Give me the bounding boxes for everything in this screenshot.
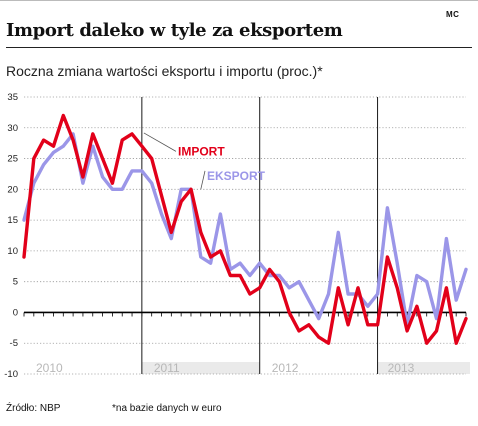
series-line-import [22,113,468,345]
y-tick-label: 20 [7,184,18,195]
publisher-logo: MC [446,10,460,19]
series-line-eksport [22,132,468,327]
import-series-label: IMPORT [178,144,225,158]
year-band-2013 [377,362,470,374]
chart-title: Import daleko w tyle za eksportem [6,20,343,41]
grid-layer [24,96,470,375]
year-label-2012: 2012 [272,361,299,375]
y-tick-label: 30 [7,123,18,134]
chart-subtitle: Roczna zmiana wartości eksportu i import… [6,63,323,79]
eksport-series-label: EKSPORT [207,169,266,183]
y-tick-label: 0 [13,307,18,318]
axes-layer [23,97,467,374]
year-band-2011 [141,362,260,374]
year-label-2013: 2013 [388,361,415,375]
source-note: Źródło: NBP [6,403,61,414]
y-tick-label: 5 [13,277,18,288]
label-layer: 35 30 25 20 15 10 5 0 -5 -10 2010 2011 2012 2013 IMPOR… [4,92,414,380]
import-leader-line [143,132,177,152]
year-label-2011: 2011 [154,361,180,375]
footnote: *na bazie danych w euro [112,403,222,414]
y-tick-label: 25 [7,154,18,165]
eksport-leader-line [200,170,206,190]
y-tick-label: -10 [4,369,18,380]
title-underline [6,47,472,48]
y-tick-label: -5 [10,338,18,349]
series-layer [22,113,468,345]
y-tick-label: 15 [7,215,18,226]
year-label-2010: 2010 [36,361,63,375]
y-tick-label: 10 [7,246,18,257]
y-tick-label: 35 [7,92,18,103]
top-rule [0,0,478,1]
